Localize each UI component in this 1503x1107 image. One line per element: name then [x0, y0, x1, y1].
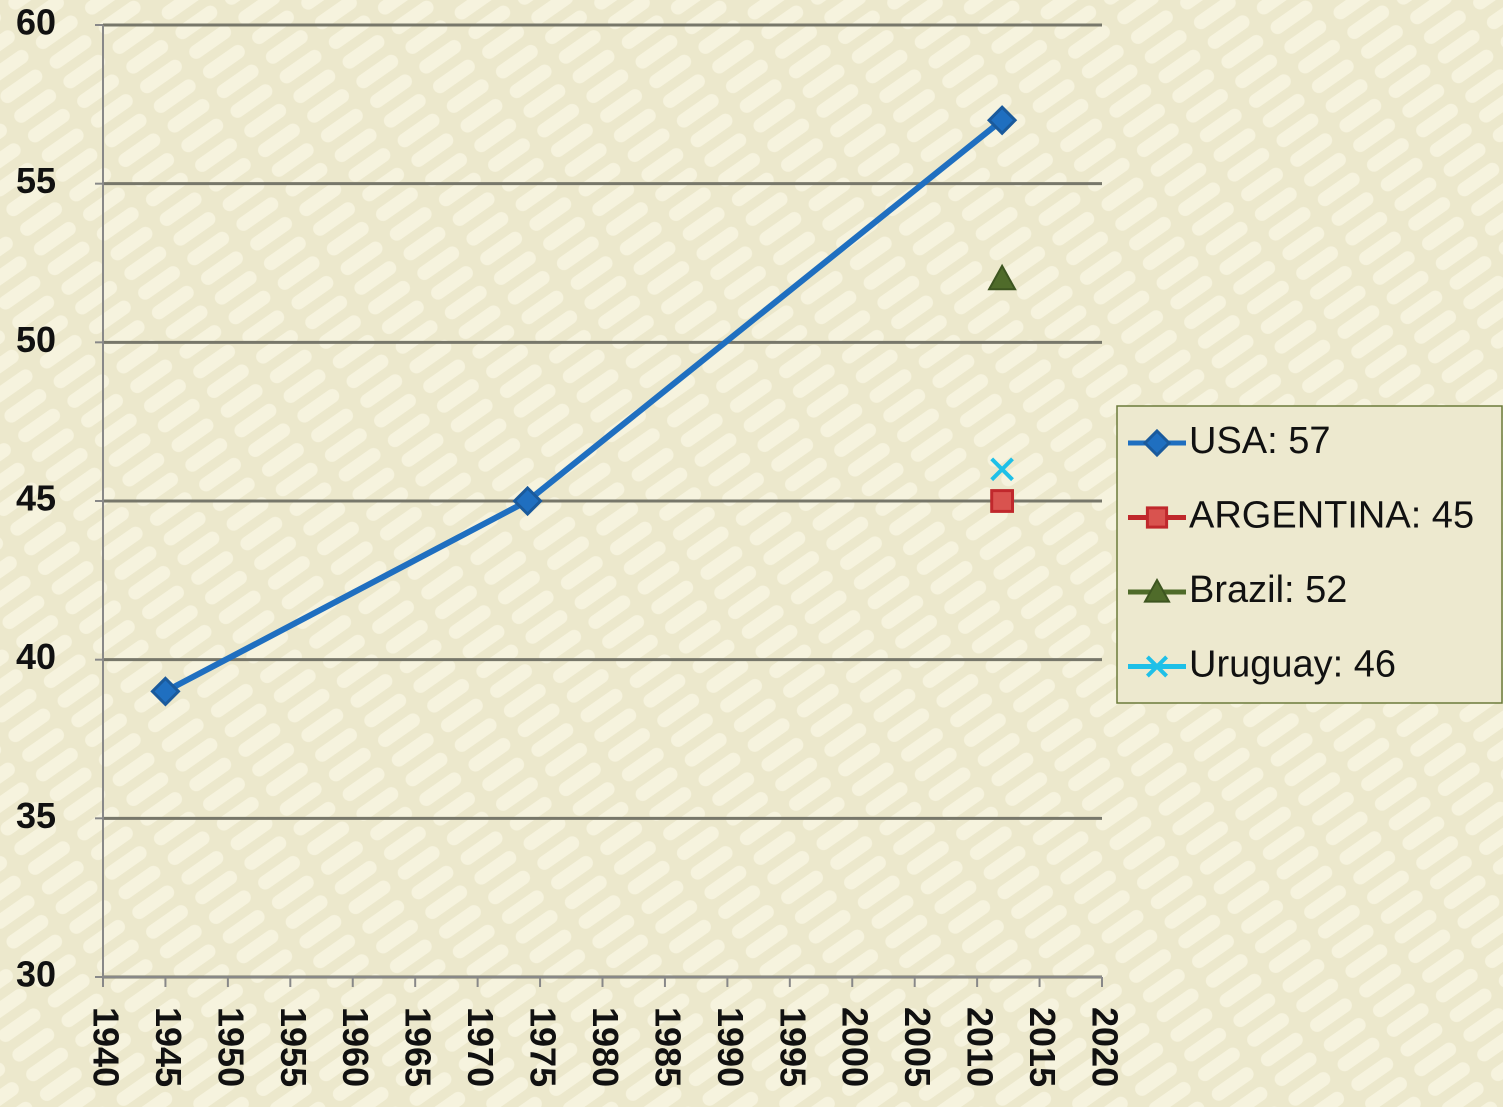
y-tick-label: 50: [16, 319, 56, 360]
x-tick-label: 2020: [1084, 1007, 1125, 1087]
marker: [150, 676, 181, 707]
y-tick-label: 30: [16, 954, 56, 995]
x-tick-label: 1970: [460, 1007, 501, 1087]
marker: [986, 105, 1018, 136]
y-tick-label: 35: [16, 795, 56, 836]
marker: [990, 489, 1015, 513]
x-tick-label: 1945: [148, 1007, 189, 1087]
marker: [1145, 506, 1169, 529]
x-tick-label: 1965: [398, 1007, 439, 1087]
marker: [987, 263, 1017, 291]
x-tick-label: 2010: [960, 1007, 1001, 1087]
y-tick-label: 60: [16, 2, 56, 43]
x-tick-label: 1960: [335, 1007, 376, 1087]
marker: [1142, 428, 1172, 458]
x-tick-label: 2005: [897, 1007, 938, 1087]
marker: [1145, 655, 1169, 678]
plot-area: [150, 105, 1018, 707]
legend-label: Uruguay: 46: [1189, 644, 1396, 686]
marker: [990, 457, 1014, 482]
legend-box: [1116, 405, 1503, 704]
legend-label: Brazil: 52: [1189, 569, 1347, 611]
legend-label: ARGENTINA: 45: [1189, 495, 1474, 537]
x-tick-label: 2000: [835, 1007, 876, 1087]
marker: [512, 485, 543, 517]
y-tick-label: 45: [16, 478, 56, 519]
grid: 30 35 40 45 50 55 60 1940 1945 1950 1955 1960 1965 19…: [16, 2, 1126, 1088]
x-tick-label: 1950: [210, 1007, 251, 1087]
x-tick-label: 2015: [1022, 1007, 1063, 1087]
legend: USA: 57 ARGENTINA: 45 Brazil: 52 Uruguay: 4…: [1128, 420, 1474, 686]
x-tick-label: 1990: [710, 1007, 751, 1087]
x-tick-label: 1975: [523, 1007, 564, 1087]
x-tick-label: 1940: [85, 1007, 126, 1087]
y-tick-label: 40: [16, 636, 56, 677]
marker: [1143, 577, 1171, 603]
x-tick-label: 1995: [772, 1007, 813, 1087]
x-tick-label: 1980: [585, 1007, 626, 1087]
legend-label: USA: 57: [1189, 420, 1331, 462]
y-tick-label: 55: [16, 160, 56, 201]
x-tick-label: 1985: [647, 1007, 688, 1087]
x-tick-label: 1955: [273, 1007, 314, 1087]
